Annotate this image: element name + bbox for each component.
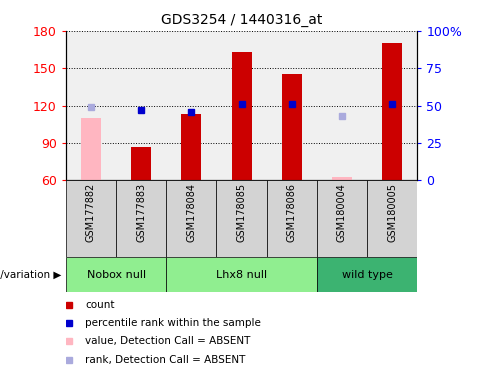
Bar (282, 74, 302, 180)
Bar (116, 180, 166, 257)
Text: GSM178084: GSM178084 (186, 183, 196, 242)
Bar (217, 180, 266, 257)
Text: GSM178085: GSM178085 (237, 183, 246, 242)
Text: GSM178086: GSM178086 (287, 183, 297, 242)
Bar (66, 180, 116, 257)
Text: Nobox null: Nobox null (86, 270, 145, 280)
Bar (382, 43, 402, 180)
Bar (166, 257, 317, 292)
Bar (367, 180, 417, 257)
Bar (317, 257, 417, 292)
Text: value, Detection Call = ABSENT: value, Detection Call = ABSENT (85, 336, 250, 346)
Bar (66, 257, 166, 292)
Text: GSM177882: GSM177882 (86, 183, 96, 242)
Text: wild type: wild type (342, 270, 392, 280)
Text: Lhx8 null: Lhx8 null (216, 270, 267, 280)
Text: GSM180004: GSM180004 (337, 183, 347, 242)
Bar (231, 52, 252, 180)
Text: GSM177883: GSM177883 (136, 183, 146, 242)
Text: rank, Detection Call = ABSENT: rank, Detection Call = ABSENT (85, 355, 245, 365)
Text: count: count (85, 300, 115, 310)
Title: GDS3254 / 1440316_at: GDS3254 / 1440316_at (161, 13, 322, 27)
Bar (81, 118, 101, 180)
Bar (166, 180, 217, 257)
Text: percentile rank within the sample: percentile rank within the sample (85, 318, 261, 328)
Text: genotype/variation ▶: genotype/variation ▶ (0, 270, 61, 280)
Bar (332, 177, 352, 180)
Bar (317, 180, 367, 257)
Bar (266, 180, 317, 257)
Bar (131, 147, 151, 180)
Bar (182, 114, 202, 180)
Text: GSM180005: GSM180005 (387, 183, 397, 242)
